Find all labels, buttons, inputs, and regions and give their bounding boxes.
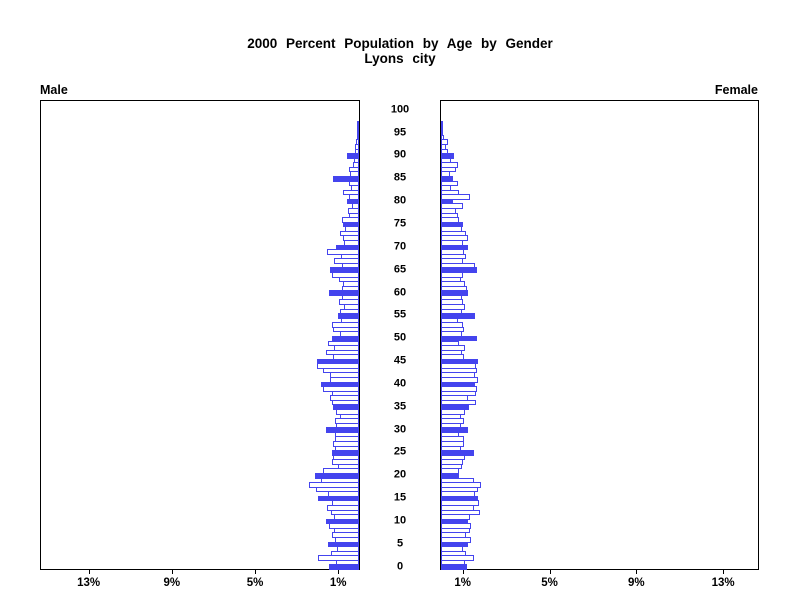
chart-title: 2000 Percent Population by Age by Gender [247, 36, 553, 51]
age-axis-label-55: 55 [393, 308, 407, 321]
male-percent-tick-13 [88, 570, 90, 574]
male-percent-tick-label-13: 13% [77, 577, 101, 589]
female-bar-age-93 [441, 139, 448, 145]
chart-subtitle: Lyons city [364, 51, 436, 66]
male-bar-age-90 [346, 153, 359, 159]
male-percent-tick-9 [171, 570, 173, 574]
male-bar-age-85 [333, 175, 359, 182]
age-axis-label-50: 50 [393, 331, 407, 344]
female-percent-tick-13 [723, 570, 725, 574]
male-percent-tick-label-1: 1% [329, 577, 347, 589]
male-percent-tick-5 [255, 570, 256, 574]
female-plot-area [440, 100, 759, 570]
age-axis-label-20: 20 [393, 468, 407, 481]
age-axis-label-5: 5 [396, 537, 404, 550]
age-axis-label-30: 30 [393, 423, 407, 436]
age-axis-label-10: 10 [393, 514, 407, 527]
age-axis-label-60: 60 [393, 286, 407, 298]
male-percent-tick-label-9: 9% [163, 577, 181, 589]
male-percent-tick-1 [338, 570, 340, 574]
female-percent-tick-label-13: 13% [711, 577, 735, 589]
age-axis-label-95: 95 [393, 126, 407, 139]
male-series-label: Male [40, 83, 68, 97]
female-bar-age-90 [441, 153, 455, 159]
age-axis-label-65: 65 [393, 263, 407, 276]
chart-title-block: 2000 Percent Population by Age by Gender… [0, 36, 800, 66]
age-axis-label-90: 90 [393, 148, 407, 161]
age-axis-label-40: 40 [393, 377, 407, 390]
male-plot-area [40, 100, 360, 570]
age-axis-label-35: 35 [393, 400, 407, 413]
female-percent-tick-1 [462, 570, 464, 574]
female-bar-age-97 [441, 121, 443, 127]
female-percent-tick-5 [549, 570, 551, 574]
age-axis-label-15: 15 [393, 491, 407, 504]
age-axis-label-0: 0 [396, 560, 404, 573]
male-bar-age-97 [357, 121, 359, 127]
female-percent-tick-label-1: 1% [454, 577, 471, 589]
female-percent-tick-label-5: 5% [541, 577, 558, 589]
age-axis-label-70: 70 [393, 240, 407, 253]
female-percent-tick-9 [636, 570, 638, 574]
age-axis-label-80: 80 [393, 194, 407, 207]
age-axis-label-100: 100 [390, 103, 410, 116]
male-percent-tick-label-5: 5% [246, 577, 264, 589]
age-axis-label-85: 85 [393, 171, 407, 184]
female-series-label: Female [714, 83, 758, 97]
age-axis-label-25: 25 [393, 445, 407, 458]
age-axis-label-45: 45 [393, 354, 407, 367]
age-axis-label-75: 75 [393, 217, 407, 230]
female-percent-tick-label-9: 9% [627, 577, 645, 589]
